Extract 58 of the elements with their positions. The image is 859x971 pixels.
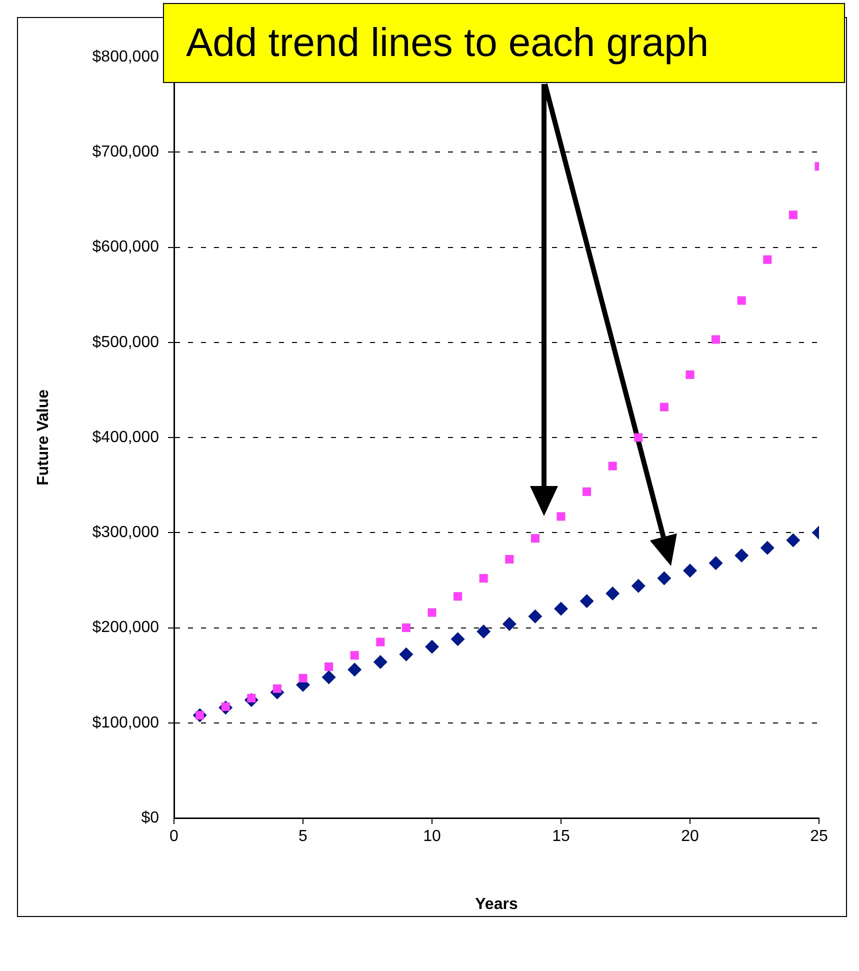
- point: [425, 640, 439, 654]
- point: [476, 624, 491, 639]
- y-tick-label: $200,000: [92, 619, 160, 636]
- point: [634, 433, 643, 442]
- point: [660, 402, 668, 412]
- point: [737, 296, 746, 305]
- y-tick-label: $700,000: [92, 144, 160, 161]
- point: [298, 674, 308, 682]
- x-tick-label: 15: [552, 828, 570, 846]
- point: [479, 574, 488, 583]
- point: [606, 586, 620, 601]
- point: [402, 624, 410, 632]
- y-tick-label: $400,000: [92, 428, 160, 446]
- point: [657, 571, 672, 586]
- point: [712, 335, 720, 344]
- point: [528, 609, 542, 624]
- point: [760, 540, 774, 555]
- point: [350, 651, 359, 660]
- point: [376, 638, 385, 646]
- point: [734, 548, 749, 562]
- point: [373, 654, 388, 669]
- point: [324, 662, 334, 671]
- y-tick-label: $100,000: [92, 714, 160, 732]
- point: [708, 556, 723, 570]
- point: [683, 564, 697, 578]
- callout-box: Add trend lines to each graph: [163, 3, 845, 83]
- point: [502, 616, 516, 631]
- y-tick-label: $600,000: [92, 238, 160, 256]
- point: [348, 662, 362, 677]
- y-tick-label: $0: [141, 809, 160, 826]
- point: [580, 594, 594, 608]
- point: [582, 487, 592, 496]
- x-tick-label: 0: [170, 828, 179, 846]
- point: [399, 647, 414, 662]
- point: [322, 670, 336, 684]
- point: [631, 578, 646, 593]
- point: [530, 534, 540, 543]
- y-tick-label: $800,000: [92, 48, 160, 66]
- point: [608, 462, 617, 470]
- point: [505, 555, 514, 564]
- x-tick-label: 25: [810, 828, 828, 846]
- point: [788, 210, 798, 220]
- point: [554, 602, 568, 616]
- x-axis-title: Years: [475, 896, 518, 913]
- x-tick-label: 5: [298, 828, 308, 846]
- point: [454, 592, 462, 601]
- point: [450, 632, 465, 646]
- x-tick-label: 20: [681, 828, 699, 846]
- point: [786, 533, 800, 548]
- point: [428, 608, 436, 617]
- point: [763, 255, 772, 264]
- x-tick-label: 10: [423, 828, 441, 846]
- point: [272, 684, 282, 693]
- y-tick-label: $300,000: [92, 524, 160, 542]
- point: [556, 512, 566, 521]
- point: [686, 370, 694, 379]
- y-tick-label: $500,000: [92, 334, 160, 351]
- y-axis-title: Future Value: [35, 389, 52, 486]
